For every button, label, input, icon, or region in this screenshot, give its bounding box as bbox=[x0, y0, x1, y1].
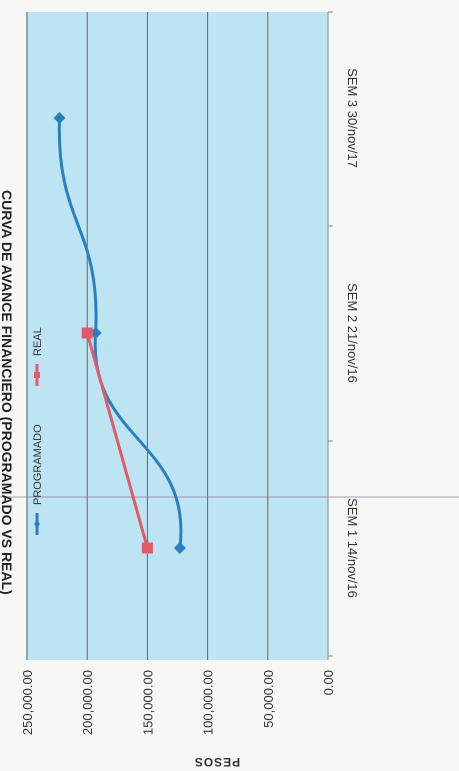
data-point-real bbox=[141, 542, 153, 554]
x-tick-label: SEM 3 30/nov/17 bbox=[345, 68, 360, 168]
y-tick-label: 200,000.00 bbox=[80, 670, 95, 735]
legend: PROGRAMADO REAL bbox=[32, 327, 44, 535]
data-point-programado bbox=[173, 542, 186, 554]
series-line-real bbox=[85, 331, 149, 550]
y-tick-label: 50,000.00 bbox=[261, 670, 276, 728]
y-axis-title: PESOS bbox=[194, 755, 240, 769]
y-tick-label: 150,000.00 bbox=[140, 670, 155, 735]
x-tick-labels: SEM 1 14/nov/16 SEM 2 21/nov/16 SEM 3 30/n… bbox=[345, 68, 360, 598]
data-point-programado bbox=[53, 112, 66, 124]
chart-title: CURVA DE AVANCE FINANCIERO (PROGRAMADO V… bbox=[0, 190, 15, 595]
y-tick-labels: 0.00 50,000.00 100,000.00 150,000.00 200,000… bbox=[20, 670, 336, 735]
legend-swatch-marker bbox=[34, 372, 40, 378]
plot-background bbox=[26, 12, 328, 660]
data-point-real bbox=[81, 327, 93, 339]
y-tick-label: 100,000.00 bbox=[201, 670, 216, 735]
series-layer bbox=[53, 112, 186, 554]
y-tick-label: 0.00 bbox=[321, 670, 336, 695]
legend-swatch-marker bbox=[34, 520, 40, 528]
x-tick-label: SEM 1 14/nov/16 bbox=[345, 498, 360, 598]
y-tick-label: 250,000.00 bbox=[20, 670, 35, 735]
legend-label-programado: PROGRAMADO bbox=[32, 424, 44, 505]
x-tick-label: SEM 2 21/nov/16 bbox=[345, 283, 360, 383]
legend-label-real: REAL bbox=[32, 327, 44, 356]
plot-area bbox=[26, 12, 328, 660]
